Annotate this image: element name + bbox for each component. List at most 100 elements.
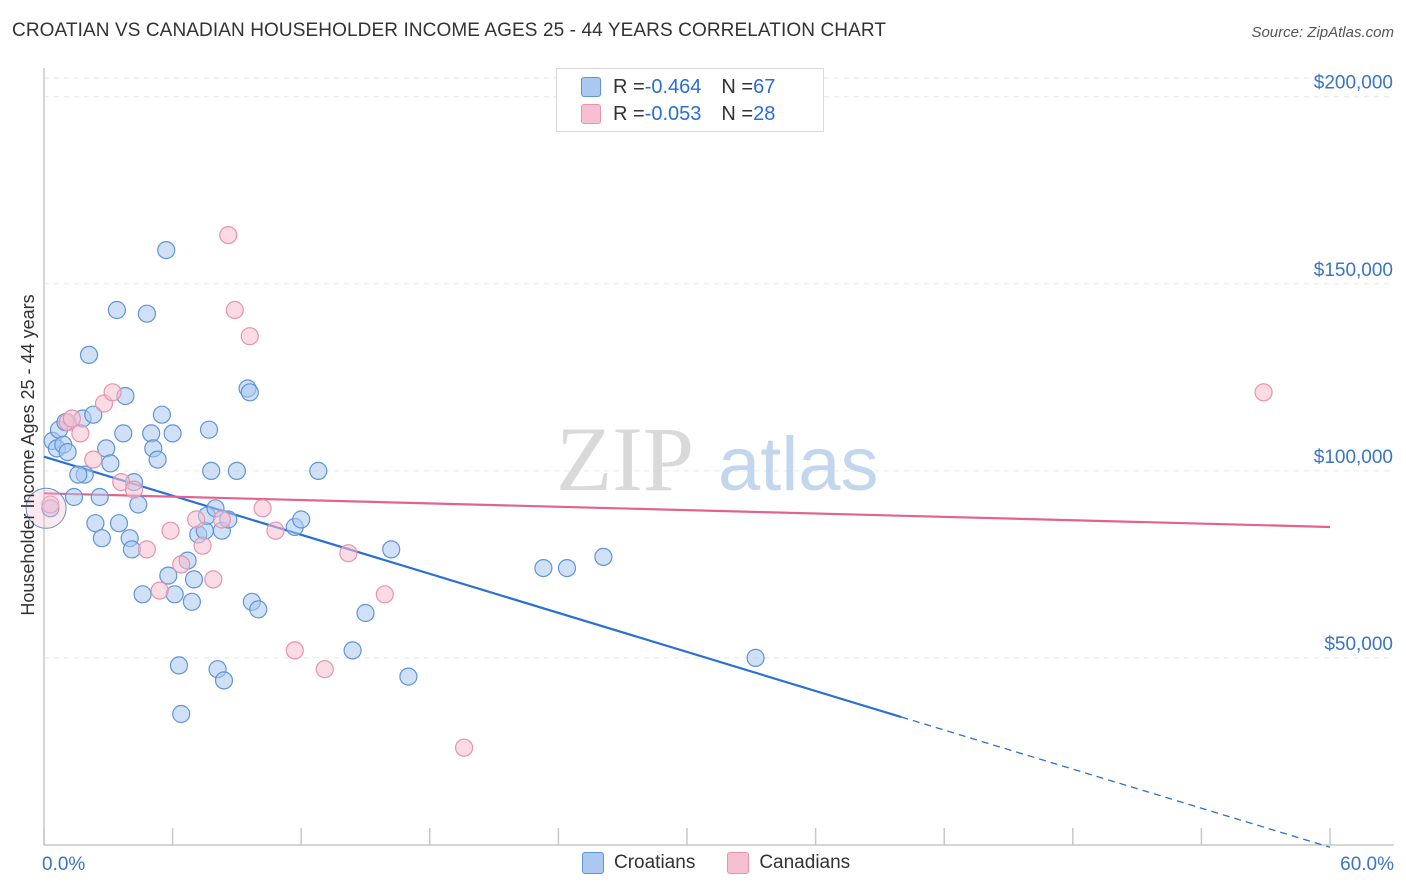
chart-source: Source: ZipAtlas.com bbox=[1251, 24, 1394, 41]
axis-layer bbox=[43, 68, 1394, 846]
croatians-point bbox=[133, 585, 152, 604]
croatians-point bbox=[184, 570, 204, 589]
croatians-point bbox=[159, 566, 178, 585]
canadians-trend-line bbox=[43, 492, 1331, 529]
croatians-point bbox=[202, 461, 221, 480]
canadians-point bbox=[219, 226, 238, 245]
y-tick-label: $200,000 bbox=[1314, 73, 1393, 94]
croatians-trend-line bbox=[43, 455, 902, 719]
croatians-point bbox=[58, 443, 77, 462]
label-layer: $50,000 $100,000 $150,000 $200,000 0.0% 60.0%… bbox=[18, 73, 1394, 875]
canadians-point bbox=[41, 495, 60, 514]
bottom-legend-canadians: Canadians bbox=[727, 852, 850, 874]
canadians-point bbox=[315, 660, 334, 679]
canadians-point bbox=[161, 521, 180, 540]
canadians-point bbox=[62, 409, 82, 428]
canadians-point bbox=[240, 327, 259, 346]
legend-row-croatians: R = -0.464 N = 67 bbox=[581, 75, 775, 99]
croatians-point bbox=[114, 424, 133, 443]
croatians-point bbox=[163, 424, 182, 443]
croatians-point bbox=[249, 600, 268, 619]
cluster-point bbox=[25, 487, 67, 529]
croatians-point bbox=[534, 558, 553, 578]
croatians-point bbox=[79, 345, 99, 364]
croatians-point bbox=[292, 510, 311, 529]
y-axis-label: Householder Income Ages 25 - 44 years bbox=[18, 294, 38, 615]
bottom-legend-label-croatians: Croatians bbox=[614, 852, 696, 873]
croatians-point bbox=[240, 383, 259, 402]
croatians-point bbox=[382, 540, 401, 559]
legend-swatch-croatians bbox=[581, 77, 601, 97]
croatians-point bbox=[92, 529, 112, 548]
croatians-point bbox=[214, 671, 234, 690]
canadians-point bbox=[137, 540, 156, 559]
croatians-point bbox=[199, 420, 219, 439]
watermark-zip: ZIP bbox=[556, 408, 694, 510]
croatians-point bbox=[165, 585, 184, 604]
croatians-point bbox=[172, 704, 191, 724]
croatians-point bbox=[399, 667, 418, 686]
canadians-point bbox=[84, 450, 103, 469]
canadians-point bbox=[375, 585, 394, 604]
croatians-point bbox=[227, 461, 246, 480]
points-layer bbox=[25, 226, 1273, 757]
canadians-point bbox=[187, 510, 206, 529]
croatians-point bbox=[84, 405, 103, 424]
croatians-point bbox=[64, 487, 84, 507]
x-tick-label-max: 60.0% bbox=[1340, 854, 1394, 875]
canadians-point bbox=[103, 383, 122, 402]
croatians-point bbox=[746, 648, 765, 668]
legend-n-label: N = bbox=[721, 75, 754, 98]
croatians-point bbox=[129, 495, 148, 514]
bottom-legend-swatch-croatians bbox=[582, 852, 604, 874]
croatians-point bbox=[557, 558, 577, 578]
canadians-point bbox=[1254, 383, 1273, 402]
bottom-legend-swatch-canadians bbox=[727, 852, 750, 874]
y-tick-label: $50,000 bbox=[1324, 634, 1393, 655]
croatians-point bbox=[86, 514, 105, 533]
canadians-point bbox=[339, 544, 358, 563]
croatians-trend-extension bbox=[901, 716, 1331, 848]
croatians-point bbox=[142, 424, 161, 443]
legend-n-value: 67 bbox=[753, 75, 776, 98]
bottom-legend: Croatians Canadians bbox=[582, 852, 882, 874]
legend-n-value: 28 bbox=[753, 102, 776, 125]
canadians-point bbox=[285, 641, 304, 660]
legend-r-label: R = bbox=[613, 102, 645, 125]
trend-layer bbox=[43, 455, 1331, 848]
chart-title: CROATIAN VS CANADIAN HOUSEHOLDER INCOME … bbox=[12, 20, 887, 41]
legend-n-label: N = bbox=[721, 102, 754, 125]
grid-layer bbox=[44, 77, 1394, 659]
croatians-point bbox=[137, 304, 156, 323]
legend-row-canadians: R = -0.053 N = 28 bbox=[581, 102, 775, 126]
croatians-point bbox=[69, 465, 88, 484]
legend-r-value: -0.464 bbox=[644, 75, 702, 98]
canadians-point bbox=[150, 581, 169, 600]
bottom-legend-croatians: Croatians bbox=[582, 852, 695, 874]
canadians-point bbox=[124, 480, 144, 499]
y-tick-label: $100,000 bbox=[1314, 447, 1393, 468]
legend-r-value: -0.053 bbox=[644, 102, 702, 125]
x-tick-label-min: 0.0% bbox=[42, 854, 85, 875]
croatians-point bbox=[594, 547, 613, 567]
canadians-point bbox=[225, 300, 244, 320]
canadians-point bbox=[193, 536, 212, 555]
canadians-point bbox=[71, 424, 90, 443]
croatians-point bbox=[148, 450, 167, 469]
croatians-point bbox=[157, 241, 176, 260]
canadians-point bbox=[266, 521, 285, 540]
watermark-atlas: atlas bbox=[718, 422, 879, 507]
canadians-point bbox=[455, 738, 474, 757]
legend: R = -0.464 N = 67 R = -0.053 N = 28 bbox=[556, 68, 824, 132]
croatians-point bbox=[90, 487, 109, 507]
legend-r-label: R = bbox=[613, 75, 645, 98]
croatians-point bbox=[152, 405, 171, 424]
canadians-point bbox=[172, 555, 191, 574]
croatians-point bbox=[356, 603, 375, 623]
croatians-point bbox=[343, 641, 362, 660]
canadians-point bbox=[212, 510, 231, 529]
croatians-point bbox=[101, 454, 120, 473]
canadians-point bbox=[204, 570, 223, 589]
bottom-legend-label-canadians: Canadians bbox=[759, 852, 851, 873]
